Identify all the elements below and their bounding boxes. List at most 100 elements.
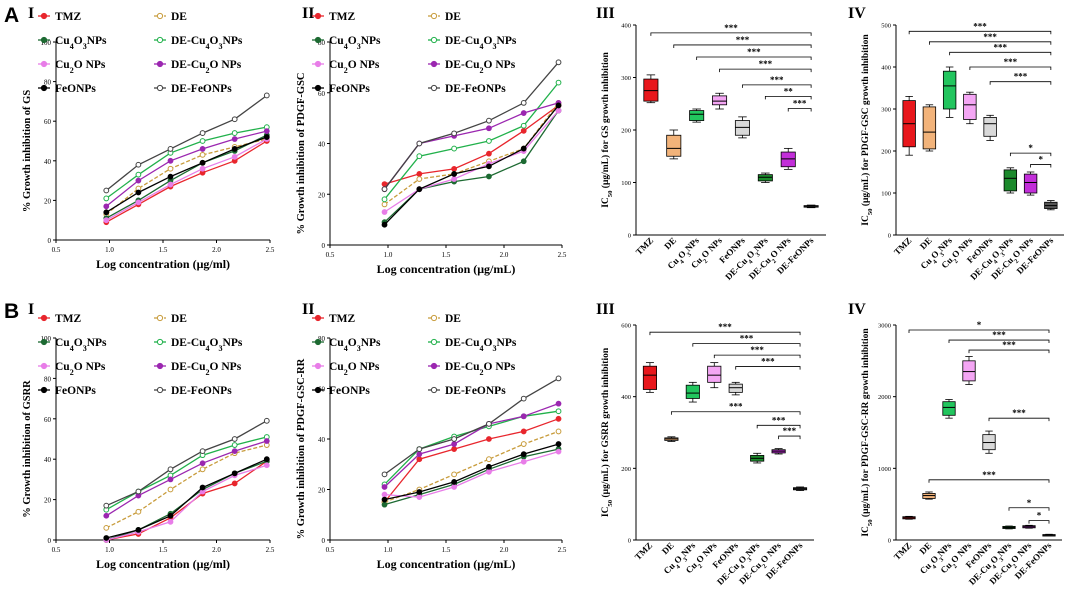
data-point-de-feonps [555, 59, 562, 66]
data-point-de-feonps [199, 448, 206, 455]
y-axis-label: IC50 (μg/mL) for PDGF-GSC growth inhibit… [860, 34, 874, 226]
data-point-de-cu2o-nps [167, 157, 174, 164]
series-line-cu2o-nps [384, 110, 559, 213]
data-point-tmz [231, 480, 238, 487]
legend-label: FeONPs [329, 83, 370, 95]
bracket-line [1009, 152, 1052, 157]
category-label: TMZ [892, 235, 914, 257]
series-line-de [106, 444, 267, 529]
legend-label: FeONPs [55, 83, 96, 95]
legend-marker [40, 314, 48, 322]
box-iqr [963, 93, 977, 120]
legend-entry-cu4o3nps: Cu4O3NPs [38, 35, 107, 51]
series-de-feonps [103, 92, 270, 194]
data-point-de-cu4o3nps [199, 138, 206, 144]
significance-bracket: *** [948, 330, 1050, 344]
data-point-feonps [520, 451, 527, 458]
y-axis-label: % Growth inhibition of PDGF-GSC [296, 73, 307, 235]
data-point-de [520, 441, 527, 447]
legend-marker [156, 12, 164, 20]
panel-b-iv-label: IV [848, 301, 866, 318]
data-point-de-feonps [416, 140, 423, 147]
significance-bracket: *** [719, 59, 812, 73]
box-iqr [685, 384, 700, 399]
data-point-de-feonps [486, 420, 492, 427]
legend-entry-de-cu2o-nps: DE-Cu2O NPs [154, 59, 242, 75]
y-tick-label: 60 [318, 90, 326, 98]
bracket-line [673, 44, 812, 48]
series-line-tmz [383, 418, 559, 503]
data-point-de [381, 201, 388, 208]
legend-marker [314, 362, 322, 370]
data-point-feonps [555, 102, 562, 109]
data-point-feonps [135, 527, 142, 533]
legend-entry-de-cu2o-nps: DE-Cu2O NPs [154, 361, 242, 377]
series-cu2o-nps [103, 462, 270, 543]
data-point-de [167, 165, 174, 172]
bracket-line [908, 329, 1050, 334]
data-point-tmz [381, 181, 388, 188]
y-tick-label: 400 [621, 23, 631, 30]
legend-label: DE-Cu4O3NPs [445, 337, 517, 353]
box-de: DE [917, 491, 936, 556]
legend-label: TMZ [55, 11, 82, 23]
significance-label: * [1037, 511, 1042, 521]
y-tick-label: 500 [881, 23, 891, 30]
series-line-de-cu4o3nps [384, 410, 559, 485]
y-axis-label: IC50 (μg/mL) for GSRR growth inhibition [600, 347, 614, 517]
data-point-de-cu4o3nps [231, 130, 238, 136]
data-point-de [167, 486, 174, 493]
data-point-de-cu4o3nps [486, 138, 492, 144]
x-tick-label: 2.5 [266, 546, 275, 554]
bracket-line [692, 343, 801, 347]
significance-label: *** [993, 42, 1007, 52]
data-point-tmz [451, 165, 458, 172]
bracket-line [949, 51, 1052, 56]
legend-entry-de-cu4o3nps: DE-Cu4O3NPs [154, 337, 243, 353]
legend-marker [40, 12, 48, 20]
data-point-cu2o-nps [199, 165, 206, 172]
box-de: DE [918, 104, 937, 251]
significance-bracket: *** [988, 408, 1050, 422]
y-tick-label: 0 [322, 537, 326, 545]
significance-label: *** [973, 21, 987, 31]
legend-entry-de-cu4o3nps: DE-Cu4O3NPs [154, 35, 243, 51]
data-point-de-cu4o3nps [555, 408, 562, 415]
y-tick-label: 300 [881, 107, 891, 114]
legend-label: Cu2O NPs [329, 361, 380, 377]
y-tick-label: 60 [44, 118, 52, 126]
legend-entry-cu2o-nps: Cu2O NPs [38, 361, 106, 377]
bracket-line [696, 56, 812, 61]
data-point-cu2o-nps [416, 494, 423, 500]
significance-bracket: ** [764, 86, 812, 100]
legend-marker [430, 314, 438, 322]
legend-marker [156, 60, 164, 68]
panel-b-i-label: I [28, 301, 35, 318]
legend-entry-de-cu4o3nps: DE-Cu4O3NPs [428, 337, 517, 353]
series-line-tmz [106, 460, 268, 541]
series-cu4o3nps [381, 446, 562, 508]
data-point-feonps [486, 463, 492, 470]
significance-bracket: *** [969, 57, 1052, 70]
legend-entry-de-feonps: DE-FeONPs [154, 83, 232, 95]
series-line-de [384, 102, 560, 205]
x-axis-label: Log concentration (μg/mL) [377, 262, 516, 276]
box-iqr [780, 151, 796, 168]
row-b-letter: B [4, 300, 20, 323]
category-label: TMZ [634, 235, 656, 257]
data-point-cu2o-nps [263, 462, 270, 469]
data-point-feonps [451, 479, 458, 485]
x-axis-label: Log concentration (μg/ml) [96, 257, 230, 271]
x-tick-label: 1.5 [442, 546, 451, 554]
data-point-de-cu2o-nps [199, 146, 206, 152]
y-axis-label: IC50 (μg/mL) for GS growth inhibition [600, 52, 614, 208]
bracket-line [969, 66, 1052, 70]
y-tick-label: 400 [621, 394, 631, 401]
box-chart-a-iii: 0 100 200 300 400 IC50 (μg/mL) for GS growth … [600, 23, 826, 282]
legend-label: Cu2O NPs [329, 59, 380, 75]
box-iqr [734, 120, 750, 136]
bracket-line [988, 417, 1050, 422]
legend-marker [40, 84, 48, 92]
legend-marker [430, 12, 438, 20]
